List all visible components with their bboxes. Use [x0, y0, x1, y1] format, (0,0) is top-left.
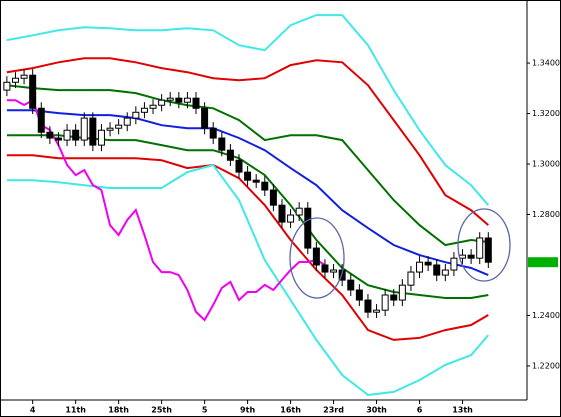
- last-price-marker: [528, 257, 558, 268]
- candle-body: [330, 269, 338, 273]
- candle-body: [72, 129, 80, 141]
- candle-body: [115, 124, 123, 129]
- indicator-line: [6, 163, 490, 397]
- candle-body: [89, 117, 97, 146]
- candle-body: [424, 261, 432, 266]
- y-tick-label: 1.22000: [532, 361, 561, 370]
- candle-body: [97, 129, 105, 146]
- x-tick-label: 30th: [366, 406, 387, 415]
- x-tick-label: 4: [30, 406, 36, 415]
- candle-body: [321, 264, 329, 273]
- y-tick-label: 1.34000: [532, 59, 561, 68]
- x-tick-label: 9th: [240, 406, 255, 415]
- indicator-line: [6, 109, 489, 277]
- candle-body: [484, 237, 492, 263]
- indicator-line: [6, 98, 326, 322]
- candle-body: [252, 179, 260, 183]
- candle-body: [166, 97, 174, 101]
- candle-body: [244, 171, 252, 181]
- candle-body: [175, 97, 183, 103]
- y-tick-label: 1.24000: [532, 311, 561, 320]
- candle-body: [46, 131, 54, 139]
- indicator-line: [6, 14, 490, 206]
- candle-body: [450, 257, 458, 271]
- candle-body: [149, 104, 157, 109]
- x-tick-label: 16th: [280, 406, 301, 415]
- candle-body: [192, 97, 200, 109]
- candle-body: [235, 159, 243, 173]
- candle-body: [287, 214, 295, 223]
- highlight-ellipse: [289, 217, 345, 299]
- x-tick-label: 5: [202, 406, 208, 415]
- candle-body: [20, 74, 28, 79]
- y-tick-label: 1.28000: [532, 210, 561, 219]
- candle-body: [106, 127, 114, 131]
- candle-body: [54, 137, 62, 141]
- candle-body: [11, 77, 19, 83]
- candle-body: [209, 127, 217, 139]
- candle-body: [278, 204, 286, 223]
- candle-body: [183, 97, 191, 103]
- candle-body: [355, 289, 363, 301]
- candle-body: [201, 107, 209, 129]
- candle-body: [441, 269, 449, 276]
- candle-body: [381, 294, 389, 311]
- x-tick-label: 13th: [452, 406, 473, 415]
- x-tick-label: 11th: [65, 406, 86, 415]
- candle-body: [123, 117, 131, 126]
- candle-body: [304, 207, 312, 249]
- candle-body: [80, 117, 88, 141]
- candle-body: [364, 299, 372, 313]
- candle-body: [140, 107, 148, 113]
- indicator-line: [6, 57, 489, 226]
- candle-body: [132, 111, 140, 119]
- candle-body: [347, 279, 355, 291]
- indicator-line: [6, 84, 489, 247]
- candle-body: [407, 271, 415, 286]
- highlight-ellipse: [457, 208, 511, 282]
- candle-body: [158, 99, 166, 106]
- candle-body: [467, 254, 475, 259]
- candle-body: [261, 181, 269, 191]
- candle-body: [218, 137, 226, 151]
- candle-body: [373, 309, 381, 313]
- x-tick-label: 6: [417, 406, 423, 415]
- candle-body: [312, 247, 320, 266]
- y-tick-label: 1.30000: [532, 160, 561, 169]
- indicator-line: [6, 154, 489, 341]
- candle-body: [37, 107, 45, 133]
- x-tick-label: 18th: [108, 406, 129, 415]
- candle-body: [390, 294, 398, 301]
- candle-body: [433, 264, 441, 276]
- y-tick-label: 1.32000: [532, 109, 561, 118]
- candle-body: [416, 261, 424, 273]
- candle-body: [476, 237, 484, 259]
- candle-body: [29, 74, 37, 109]
- candle-body: [459, 254, 467, 259]
- candle-body: [3, 81, 11, 91]
- x-tick-label: 25th: [151, 406, 172, 415]
- candle-body: [398, 284, 406, 301]
- candle-body: [63, 129, 71, 141]
- candle-body: [269, 189, 277, 206]
- indicator-line: [6, 134, 489, 299]
- candle-body: [295, 207, 303, 216]
- x-tick-label: 23rd: [323, 406, 344, 415]
- candle-body: [226, 149, 234, 161]
